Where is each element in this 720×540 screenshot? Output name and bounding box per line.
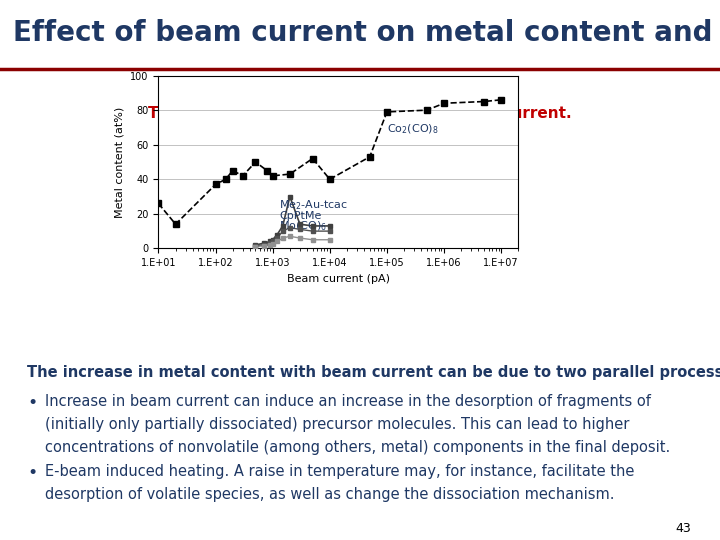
Text: Effect of beam current on metal content and morphology: Effect of beam current on metal content … <box>13 19 720 47</box>
Text: Increase in beam current can induce an increase in the desorption of fragments o: Increase in beam current can induce an i… <box>45 394 651 409</box>
Text: 43: 43 <box>675 522 691 535</box>
Text: CpPtMe: CpPtMe <box>279 211 322 221</box>
Text: •: • <box>27 464 37 482</box>
Text: E-beam induced heating. A raise in temperature may, for instance, facilitate the: E-beam induced heating. A raise in tempe… <box>45 464 635 480</box>
Text: Me$_2$-Au-tcac: Me$_2$-Au-tcac <box>279 199 348 212</box>
Text: (initially only partially dissociated) precursor molecules. This can lead to hig: (initially only partially dissociated) p… <box>45 417 630 432</box>
Text: The increase in metal content with beam current can be due to two parallel proce: The increase in metal content with beam … <box>27 364 720 380</box>
Text: Co$_2$(CO)$_8$: Co$_2$(CO)$_8$ <box>387 123 438 137</box>
Text: concentrations of nonvolatile (among others, metal) components in the final depo: concentrations of nonvolatile (among oth… <box>45 440 670 455</box>
Text: desorption of volatile species, as well as change the dissociation mechanism.: desorption of volatile species, as well … <box>45 487 615 502</box>
Text: Mo(CO)$_6$: Mo(CO)$_6$ <box>279 220 328 233</box>
Text: •: • <box>27 394 37 412</box>
X-axis label: Beam current (pA): Beam current (pA) <box>287 274 390 284</box>
Y-axis label: Metal content (at%): Metal content (at%) <box>114 106 125 218</box>
Text: The metal content as a function of beam current.: The metal content as a function of beam … <box>148 106 572 120</box>
